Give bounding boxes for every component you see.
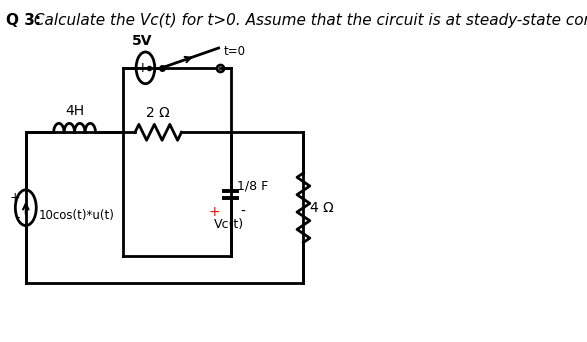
Text: t=0: t=0 (224, 45, 246, 58)
Text: 4 Ω: 4 Ω (311, 201, 334, 215)
Text: -: - (15, 211, 20, 224)
Text: Vc(t): Vc(t) (214, 218, 244, 231)
Text: +: + (209, 205, 220, 219)
Text: +: + (9, 191, 20, 204)
Text: 4H: 4H (65, 104, 84, 118)
Text: ⁻: ⁻ (327, 13, 334, 26)
Text: 10cos(t)*u(t): 10cos(t)*u(t) (39, 209, 114, 222)
Text: 5V: 5V (132, 34, 153, 48)
Text: +: + (137, 61, 149, 75)
Text: Calculate the Vc(t) for t>0. Assume that the circuit is at steady-state conditio: Calculate the Vc(t) for t>0. Assume that… (29, 13, 587, 28)
Text: Q 3:: Q 3: (6, 13, 41, 28)
Text: -: - (240, 205, 245, 219)
Text: 1/8 F: 1/8 F (237, 180, 268, 193)
Text: 2 Ω: 2 Ω (146, 106, 170, 120)
